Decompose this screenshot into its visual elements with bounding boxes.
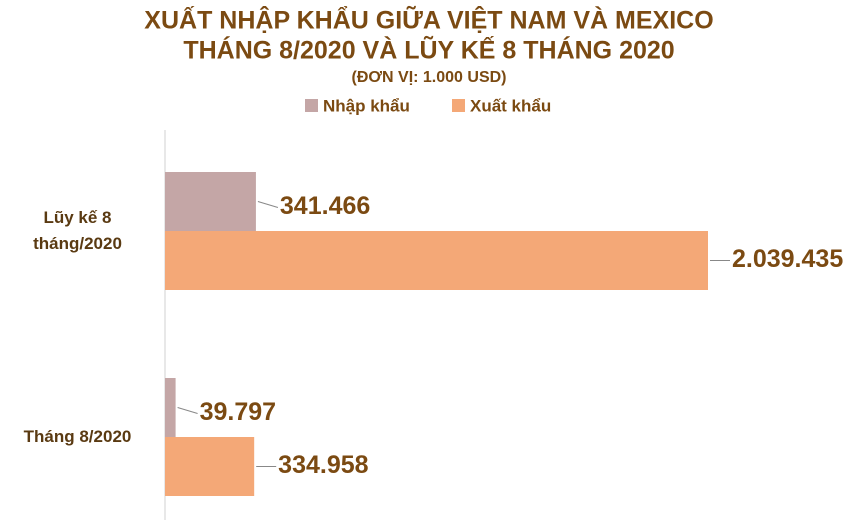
legend-label: Xuất khẩu	[470, 96, 551, 115]
bar	[165, 172, 256, 231]
y-tick-label: Tháng 8/2020	[23, 427, 132, 446]
data-label: 2.039.435	[732, 245, 843, 273]
chart-title: THÁNG 8/2020 VÀ LŨY KẾ 8 THÁNG 2020	[183, 35, 674, 65]
chart-subtitle: (ĐƠN VỊ: 1.000 USD)	[351, 69, 506, 86]
bar	[165, 437, 255, 496]
legend-label: Nhập khẩu	[323, 96, 410, 115]
data-label: 39.797	[200, 398, 276, 426]
legend-swatch	[452, 99, 465, 112]
data-label: 341.466	[280, 192, 370, 220]
bar	[165, 378, 176, 437]
y-tick-label: Lũy kế 8 tháng/2020	[33, 208, 122, 253]
leader-line	[177, 407, 198, 414]
bar	[165, 231, 708, 290]
chart-title: XUẤT NHẬP KHẨU GIỮA VIỆT NAM VÀ MEXICO	[144, 5, 713, 35]
leader-line	[257, 201, 279, 208]
data-label: 334.958	[278, 451, 368, 479]
legend-swatch	[305, 99, 318, 112]
